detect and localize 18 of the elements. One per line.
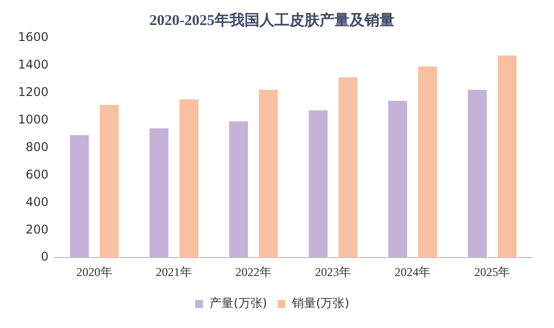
y-tick-label: 400 [26, 194, 49, 209]
y-tick-label: 0 [40, 250, 49, 264]
x-tick-label: 2022年 [235, 264, 272, 279]
x-tick-label: 2025年 [474, 264, 510, 279]
y-tick-label: 600 [26, 167, 49, 182]
y-tick-label: 1600 [18, 30, 49, 44]
y-tick-label: 1000 [18, 112, 49, 126]
chart-title: 2020-2025年我国人工皮肤产量及销量 [150, 12, 394, 29]
y-tick-label: 1400 [18, 58, 49, 72]
x-tick-label: 2021年 [156, 264, 192, 279]
legend-label: 产量(万张) [210, 296, 268, 310]
y-tick-label: 200 [26, 222, 49, 236]
x-tick-label: 2024年 [394, 264, 431, 279]
y-tick-label: 1200 [18, 85, 49, 100]
x-tick-label: 2020年 [76, 264, 112, 279]
y-tick-label: 800 [26, 140, 49, 154]
legend-label: 销量(万张) [291, 296, 350, 310]
x-tick-label: 2023年 [315, 264, 352, 279]
